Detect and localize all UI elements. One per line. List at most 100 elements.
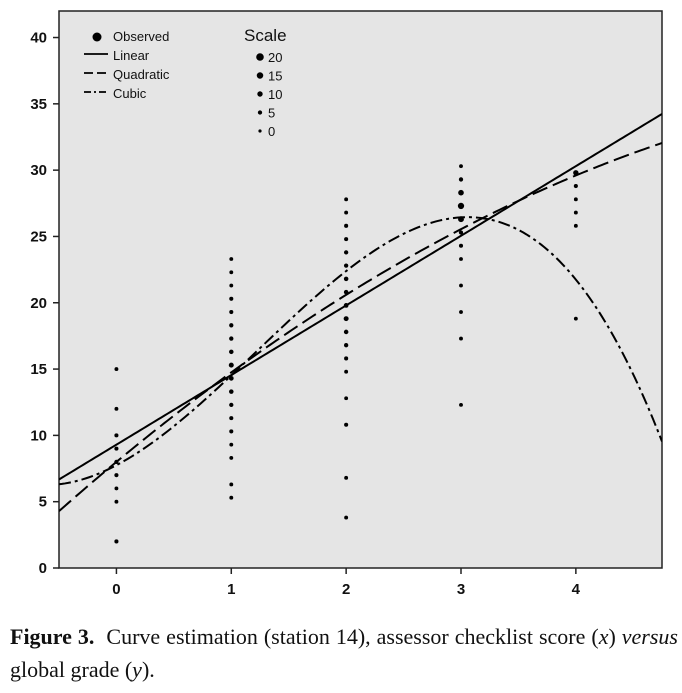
observed-point-4-3 [573,197,578,202]
linear-fit-line [59,113,662,481]
observed-point-1-5 [229,416,234,421]
observed-point-1-16 [229,270,234,275]
legend: Observed Linear Quadratic Cubic [84,29,170,101]
observed-point-0-7 [114,406,119,411]
observed-point-3-8 [457,202,465,210]
observed-point-1-8 [228,375,234,381]
scale-legend: Scale 20 15 10 5 0 [244,26,287,139]
scale-label-5: 5 [268,106,275,121]
observed-point-2-7 [343,329,349,335]
observed-point-1-6 [229,402,234,408]
scale-marker-15 [256,72,264,79]
y-tick-label-4: 20 [30,295,47,312]
fit-curves [59,113,662,512]
scale-marker-0 [258,129,262,133]
observed-point-2-1 [344,475,349,480]
observed-point-4-1 [573,223,578,228]
observed-point-1-12 [229,323,234,328]
observed-point-3-10 [458,177,464,182]
observed-point-1-13 [229,310,234,315]
scale-label-0: 0 [268,124,275,139]
observed-point-2-17 [344,197,349,202]
x-tick-label-0: 0 [112,581,120,598]
observed-point-1-2 [229,455,234,460]
caption-text-1: Curve estimation (station 14), assessor … [106,624,599,649]
observed-point-1-7 [229,389,234,394]
observed-point-3-9 [458,189,464,196]
caption-text-4: ). [141,657,155,682]
observed-point-2-3 [344,396,349,401]
observed-point-0-0 [114,539,119,544]
legend-label-observed: Observed [113,29,169,44]
caption-var-y: y [132,657,142,682]
observed-point-3-11 [459,164,463,169]
observed-point-0-8 [114,367,119,372]
scale-label-20: 20 [268,50,282,65]
scale-marker-5 [257,110,263,115]
observed-point-4-4 [573,184,578,189]
observed-point-1-15 [229,283,234,288]
y-tick-label-2: 10 [30,427,47,444]
observed-point-1-9 [228,362,234,368]
cubic-fit-line [59,216,662,486]
plot-area [58,10,663,569]
observed-point-1-17 [229,257,234,261]
observed-point-1-14 [229,296,234,301]
legend-label-quadratic: Quadratic [113,67,170,82]
figure-caption: Figure 3. Curve estimation (station 14), … [10,620,678,686]
observed-point-0-1 [114,499,119,504]
observed-point-4-2 [573,210,578,215]
observed-point-2-8 [343,316,349,322]
scale-label-10: 10 [268,87,282,102]
observed-point-1-3 [229,442,234,447]
x-tick-label-4: 4 [572,581,581,598]
observed-point-3-5 [458,243,464,248]
legend-marker-observed [92,32,102,42]
observed-point-1-11 [229,336,234,341]
observed-point-2-2 [344,422,349,427]
observed-point-2-16 [344,210,349,215]
y-tick-label-8: 40 [30,30,47,47]
observed-point-3-4 [459,257,463,261]
legend-label-linear: Linear [113,48,150,63]
observed-point-3-6 [458,230,464,235]
quadratic-fit-line [59,142,662,512]
caption-text-3: global grade ( [10,657,133,682]
observed-point-2-12 [343,263,349,268]
x-tick-label-2: 2 [342,581,350,598]
observed-point-1-1 [229,482,234,487]
legend-label-cubic: Cubic [113,86,147,101]
observed-point-0-3 [114,473,119,478]
y-tick-label-1: 5 [39,494,47,511]
observed-point-3-0 [459,402,463,407]
x-tick-label-3: 3 [457,581,465,598]
y-tick-label-0: 0 [39,560,47,577]
observed-point-1-10 [229,349,234,355]
caption-text-2: ) [608,624,622,649]
observed-point-1-0 [229,495,234,500]
observed-point-3-3 [459,283,463,288]
observed-point-0-5 [114,446,119,451]
observed-point-2-14 [344,237,349,242]
scale-legend-title: Scale [244,26,287,45]
observed-point-2-4 [344,369,349,374]
observed-point-3-1 [459,336,463,341]
observed-point-0-6 [114,433,119,438]
caption-versus: versus [621,624,678,649]
scale-marker-20 [256,53,264,61]
y-tick-label-5: 25 [30,228,47,245]
observed-point-3-2 [459,310,463,314]
scale-label-15: 15 [268,69,282,84]
y-tick-label-7: 35 [30,96,47,113]
observed-point-1-4 [229,429,234,434]
scale-marker-10 [257,91,263,97]
observed-point-2-0 [344,515,349,520]
y-tick-label-6: 30 [30,162,47,179]
observed-point-2-11 [343,276,349,282]
caption-label: Figure 3. [10,624,95,649]
observed-point-2-13 [343,250,349,255]
observed-point-2-5 [344,356,349,361]
x-tick-label-1: 1 [227,581,235,598]
